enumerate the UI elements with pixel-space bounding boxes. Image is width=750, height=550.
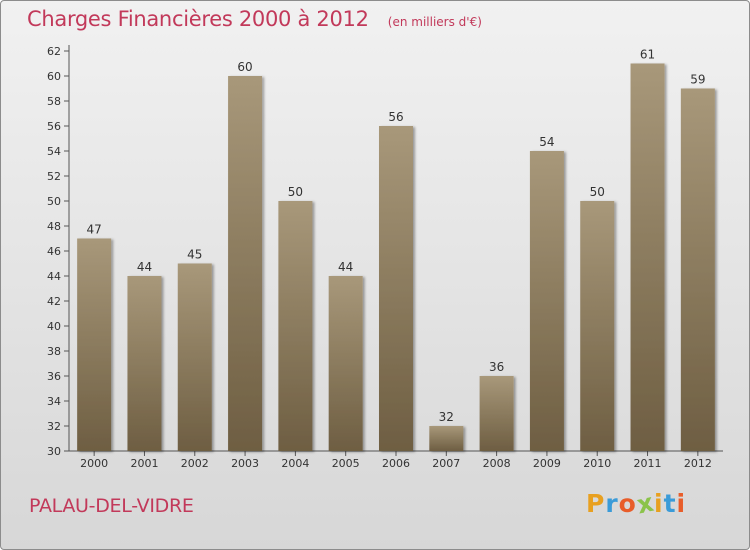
value-label-2002: 45 <box>187 248 202 262</box>
y-tick-label: 44 <box>47 270 61 283</box>
value-label-2005: 44 <box>338 260 353 274</box>
logo-letter: r <box>605 489 619 518</box>
logo-letter: i <box>676 489 687 518</box>
y-tick-label: 60 <box>47 70 61 83</box>
chart-title: Charges Financières 2000 à 2012 <box>27 7 369 31</box>
bar-2009 <box>529 151 564 451</box>
x-tick-label: 2006 <box>382 457 410 470</box>
y-tick-label: 40 <box>47 320 61 333</box>
bar-2001 <box>127 276 162 451</box>
logo-letter: t <box>663 489 677 518</box>
value-label-2007: 32 <box>439 410 454 424</box>
proxiti-logo: Proxiti <box>586 488 687 520</box>
x-tick-label: 2007 <box>432 457 460 470</box>
value-label-2010: 50 <box>590 185 605 199</box>
value-label-2004: 50 <box>288 185 303 199</box>
y-tick-label: 50 <box>47 195 61 208</box>
x-tick-label: 2004 <box>281 457 309 470</box>
x-tick-label: 2001 <box>130 457 158 470</box>
bar-2010 <box>580 201 615 451</box>
value-label-2000: 47 <box>87 223 102 237</box>
x-tick-label: 2000 <box>80 457 108 470</box>
y-tick-label: 54 <box>47 145 61 158</box>
bar-2000 <box>77 238 112 451</box>
y-tick-label: 38 <box>47 345 61 358</box>
bar-2012 <box>680 88 715 451</box>
x-tick-label: 2011 <box>634 457 662 470</box>
y-tick-label: 62 <box>47 45 61 58</box>
y-tick-label: 36 <box>47 370 61 383</box>
x-tick-label: 2005 <box>332 457 360 470</box>
logo-letter: o <box>618 489 637 518</box>
logo-letter: i <box>654 489 664 518</box>
y-tick-label: 42 <box>47 295 61 308</box>
value-label-2009: 54 <box>539 135 554 149</box>
y-tick-label: 32 <box>47 420 61 433</box>
title-row: Charges Financières 2000 à 2012 (en mill… <box>27 7 482 31</box>
commune-name: PALAU-DEL-VIDRE <box>29 495 194 517</box>
x-tick-label: 2012 <box>684 457 712 470</box>
value-label-2012: 59 <box>690 73 705 87</box>
x-tick-label: 2009 <box>533 457 561 470</box>
y-tick-label: 52 <box>47 170 61 183</box>
bar-2005 <box>328 276 363 451</box>
bar-2004 <box>278 201 313 451</box>
y-tick-label: 46 <box>47 245 61 258</box>
bar-2008 <box>479 376 514 451</box>
y-tick-label: 56 <box>47 120 61 133</box>
value-label-2006: 56 <box>388 110 403 124</box>
bar-2011 <box>630 63 665 451</box>
value-label-2003: 60 <box>237 60 252 74</box>
y-tick-label: 30 <box>47 445 61 458</box>
bar-2003 <box>228 76 263 451</box>
y-tick-label: 48 <box>47 220 61 233</box>
bar-2007 <box>429 426 464 451</box>
bar-2006 <box>379 126 413 451</box>
value-label-2008: 36 <box>489 360 504 374</box>
value-label-2001: 44 <box>137 260 152 274</box>
logo-letter: P <box>586 489 606 518</box>
x-tick-label: 2008 <box>483 457 511 470</box>
x-tick-label: 2003 <box>231 457 259 470</box>
x-tick-label: 2002 <box>181 457 209 470</box>
y-tick-label: 34 <box>47 395 61 408</box>
bar-2002 <box>177 263 212 451</box>
value-label-2011: 61 <box>640 48 655 62</box>
chart-subtitle: (en milliers d'€) <box>387 15 482 29</box>
x-tick-label: 2010 <box>583 457 611 470</box>
y-tick-label: 58 <box>47 95 61 108</box>
